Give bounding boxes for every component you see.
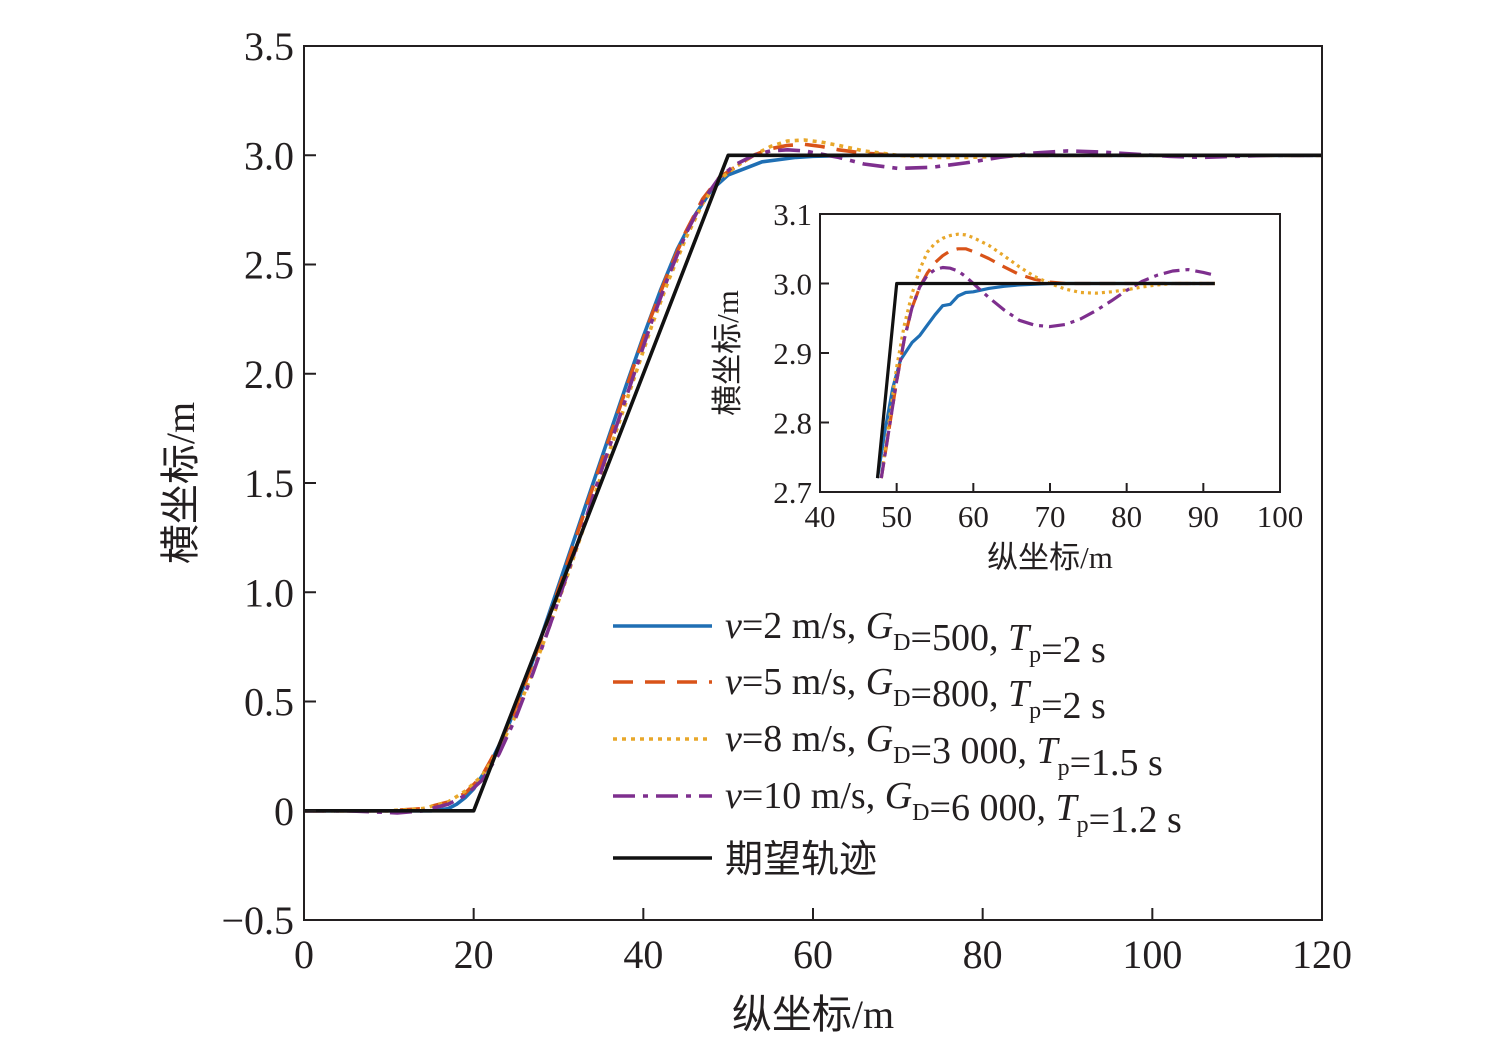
legend-label-v2: v=2 m/s, GD=500, Tp=2 s [725,605,1106,671]
inset-x-axis-title: 纵坐标/m [987,540,1113,575]
inset-xtick-label: 90 [1188,499,1219,534]
main-xtick-label: 100 [1122,932,1182,977]
main-ytick-label: 1.0 [244,570,294,615]
main-ytick-label: 0.5 [244,680,294,725]
inset-xtick-label: 100 [1257,499,1304,534]
main-xtick-label: 40 [623,932,663,977]
main-ytick-label: 3.0 [244,133,294,178]
legend-label-ref: 期望轨迹 [725,839,877,881]
inset-y-axis-title: 横坐标/m [710,290,745,416]
main-ytick-label: 3.5 [244,24,294,69]
main-plot: 0 20 40 60 80 100 120−0.500.51.01.52.02.53.03.… [158,24,1352,1037]
inset-series-v10 [879,265,1216,479]
inset-series-ref [875,281,1215,479]
legend-label-v5: v=5 m/s, GD=800, Tp=2 s [725,661,1106,727]
inset-ytick-label: 2.8 [773,405,812,440]
main-xtick-label: 0 [294,932,314,977]
main-xtick-label: 120 [1292,932,1352,977]
main-series-v2 [304,153,1322,813]
legend: v=2 m/s, GD=500, Tp=2 sv=5 m/s, GD=800, … [613,605,1182,881]
inset-xtick-label: 60 [958,499,989,534]
inset-ytick-label: 3.0 [773,266,812,301]
main-x-axis-title: 纵坐标/m [732,992,894,1037]
main-ytick-label: −0.5 [221,898,294,943]
inset-xtick-label: 80 [1111,499,1142,534]
inset-xtick-label: 50 [881,499,912,534]
inset-xtick-label: 40 [805,499,836,534]
main-xtick-label: 80 [963,932,1003,977]
inset-xtick-label: 70 [1035,499,1066,534]
inset-ytick-label: 2.7 [773,475,812,510]
inset-ytick-label: 2.9 [773,336,812,371]
legend-label-v8: v=8 m/s, GD=3 000, Tp=1.5 s [725,718,1163,784]
inset-background [820,214,1280,492]
main-y-axis-title: 横坐标/m [158,402,203,564]
main-xtick-label: 20 [454,932,494,977]
main-xtick-label: 60 [793,932,833,977]
inset-series-v8 [879,232,1215,479]
inset-plot: 40 50 60 70 80 90 100 2.7 2.8 2.9 3.0 3.1 纵坐标/m 横坐标/m [710,197,1303,575]
main-series-v5 [304,142,1322,813]
main-ytick-label: 0 [274,789,294,834]
main-ytick-label: 1.5 [244,461,294,506]
main-ytick-label: 2.0 [244,352,294,397]
main-series-ref [304,153,1322,813]
inset-ytick-label: 3.1 [773,197,812,232]
legend-label-v10: v=10 m/s, GD=6 000, Tp=1.2 s [725,775,1182,841]
main-ytick-label: 2.5 [244,243,294,288]
